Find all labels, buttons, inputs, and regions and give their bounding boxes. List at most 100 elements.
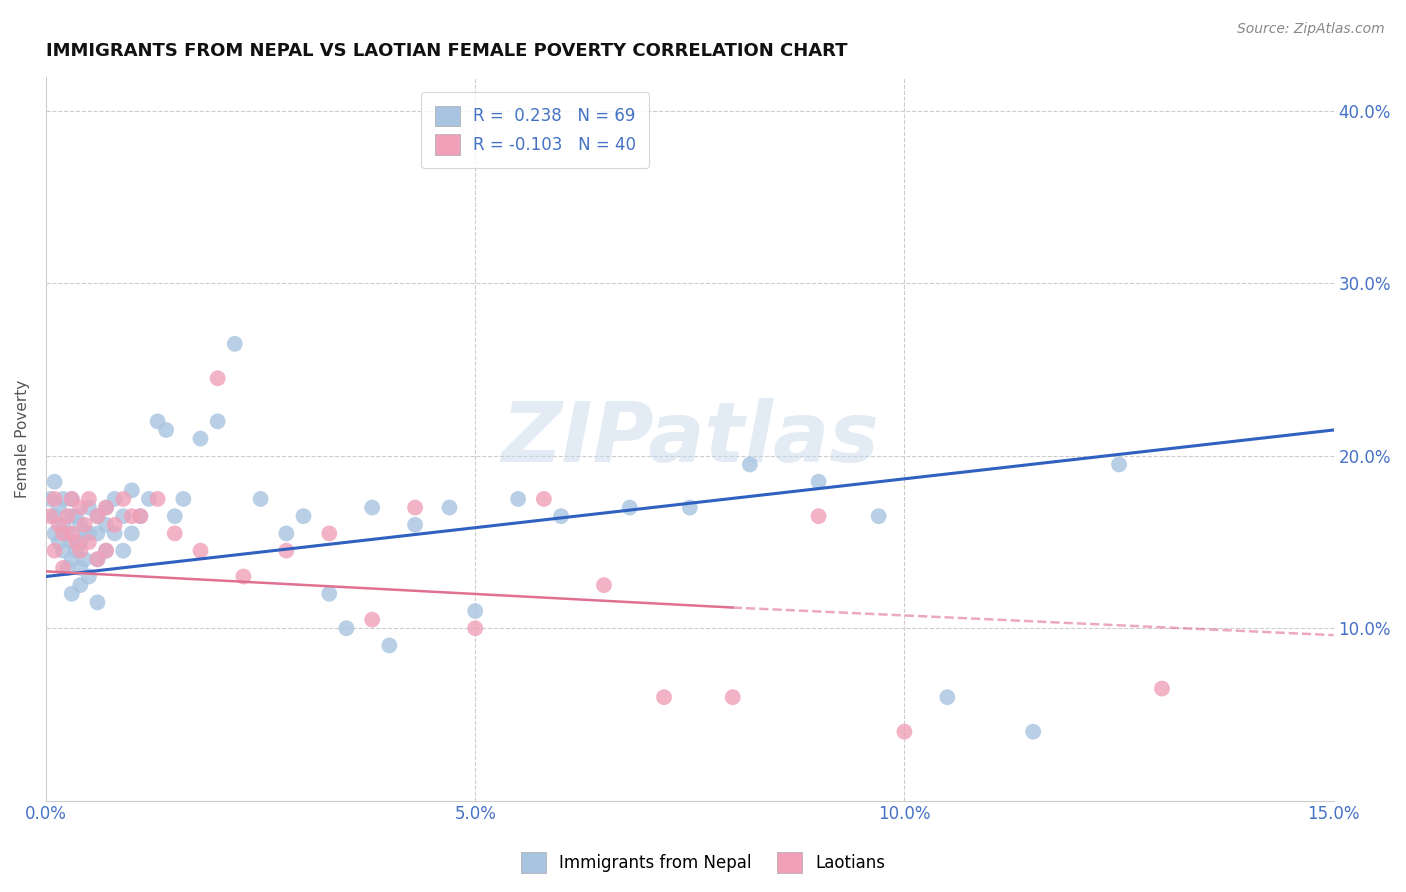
Point bbox=[190, 432, 212, 446]
Point bbox=[94, 543, 117, 558]
Point bbox=[807, 509, 830, 524]
Point bbox=[44, 509, 66, 524]
Point bbox=[361, 500, 384, 515]
Point bbox=[77, 535, 100, 549]
Point bbox=[163, 509, 186, 524]
Point bbox=[550, 509, 572, 524]
Point bbox=[69, 535, 91, 549]
Point bbox=[56, 526, 79, 541]
Point bbox=[94, 517, 117, 532]
Point bbox=[69, 543, 91, 558]
Point bbox=[60, 491, 83, 506]
Point bbox=[276, 543, 298, 558]
Point bbox=[224, 336, 246, 351]
Point bbox=[593, 578, 616, 592]
Point bbox=[44, 543, 66, 558]
Text: ZIPatlas: ZIPatlas bbox=[501, 398, 879, 479]
Point bbox=[335, 621, 357, 635]
Point bbox=[292, 509, 315, 524]
Point bbox=[129, 509, 152, 524]
Point bbox=[65, 509, 87, 524]
Point bbox=[44, 491, 66, 506]
Point bbox=[69, 561, 91, 575]
Point bbox=[868, 509, 890, 524]
Point bbox=[73, 517, 96, 532]
Point bbox=[52, 491, 75, 506]
Point bbox=[86, 552, 108, 566]
Point bbox=[52, 543, 75, 558]
Point bbox=[104, 491, 127, 506]
Point bbox=[65, 535, 87, 549]
Legend: Immigrants from Nepal, Laotians: Immigrants from Nepal, Laotians bbox=[515, 846, 891, 880]
Point bbox=[361, 613, 384, 627]
Point bbox=[86, 526, 108, 541]
Point bbox=[533, 491, 555, 506]
Point bbox=[86, 509, 108, 524]
Point bbox=[69, 517, 91, 532]
Point bbox=[86, 595, 108, 609]
Point bbox=[48, 535, 70, 549]
Point bbox=[404, 500, 426, 515]
Point bbox=[172, 491, 194, 506]
Point bbox=[679, 500, 702, 515]
Point bbox=[60, 509, 83, 524]
Legend: R =  0.238   N = 69, R = -0.103   N = 40: R = 0.238 N = 69, R = -0.103 N = 40 bbox=[422, 92, 650, 168]
Point bbox=[94, 543, 117, 558]
Point bbox=[65, 543, 87, 558]
Point bbox=[73, 552, 96, 566]
Point bbox=[77, 526, 100, 541]
Point bbox=[121, 526, 143, 541]
Text: IMMIGRANTS FROM NEPAL VS LAOTIAN FEMALE POVERTY CORRELATION CHART: IMMIGRANTS FROM NEPAL VS LAOTIAN FEMALE … bbox=[46, 42, 848, 60]
Point bbox=[86, 552, 108, 566]
Point bbox=[39, 509, 62, 524]
Point bbox=[155, 423, 177, 437]
Point bbox=[163, 526, 186, 541]
Point bbox=[104, 526, 127, 541]
Point bbox=[721, 690, 744, 705]
Point bbox=[738, 458, 761, 472]
Point bbox=[508, 491, 530, 506]
Point bbox=[69, 500, 91, 515]
Point bbox=[190, 543, 212, 558]
Point bbox=[249, 491, 271, 506]
Point bbox=[112, 509, 135, 524]
Point bbox=[807, 475, 830, 489]
Point bbox=[56, 509, 79, 524]
Point bbox=[619, 500, 641, 515]
Point bbox=[112, 543, 135, 558]
Point bbox=[77, 491, 100, 506]
Point bbox=[44, 526, 66, 541]
Point bbox=[1108, 458, 1130, 472]
Point bbox=[104, 517, 127, 532]
Point bbox=[652, 690, 675, 705]
Point bbox=[77, 569, 100, 583]
Point bbox=[77, 500, 100, 515]
Point bbox=[60, 587, 83, 601]
Point bbox=[276, 526, 298, 541]
Point bbox=[318, 526, 340, 541]
Y-axis label: Female Poverty: Female Poverty bbox=[15, 379, 30, 498]
Point bbox=[48, 500, 70, 515]
Point bbox=[207, 371, 229, 385]
Point bbox=[52, 526, 75, 541]
Point bbox=[1022, 724, 1045, 739]
Point bbox=[207, 414, 229, 428]
Point bbox=[94, 500, 117, 515]
Point bbox=[464, 604, 486, 618]
Point bbox=[464, 621, 486, 635]
Point bbox=[94, 500, 117, 515]
Point bbox=[121, 509, 143, 524]
Point bbox=[60, 552, 83, 566]
Point bbox=[404, 517, 426, 532]
Point bbox=[138, 491, 160, 506]
Point bbox=[378, 639, 401, 653]
Point bbox=[39, 491, 62, 506]
Point bbox=[318, 587, 340, 601]
Point bbox=[73, 526, 96, 541]
Point bbox=[52, 561, 75, 575]
Point bbox=[1150, 681, 1173, 696]
Point bbox=[60, 535, 83, 549]
Point bbox=[936, 690, 959, 705]
Point bbox=[44, 475, 66, 489]
Point bbox=[232, 569, 254, 583]
